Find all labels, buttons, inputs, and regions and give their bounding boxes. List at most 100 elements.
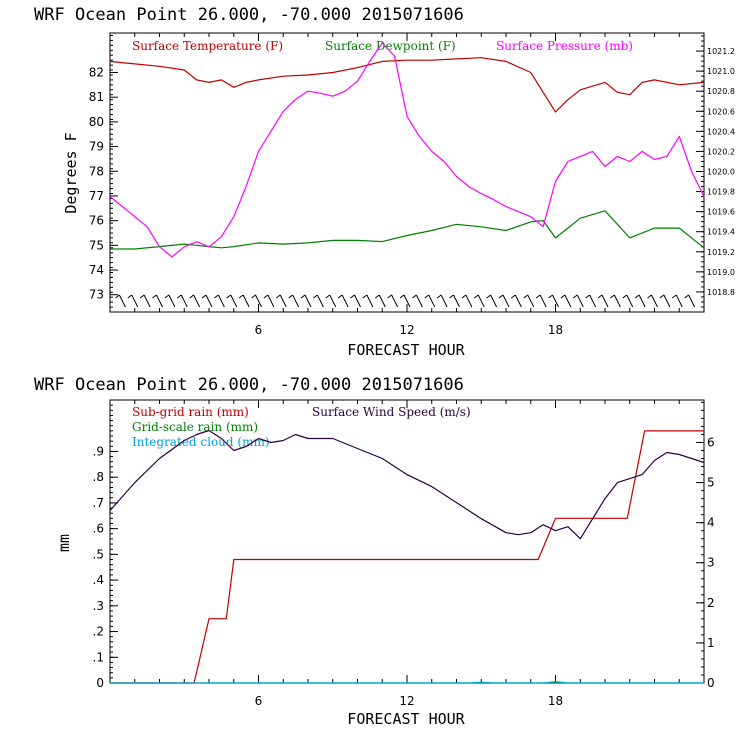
bottom-y-tick-label: .9 bbox=[93, 444, 104, 458]
top-x-tick-label: 6 bbox=[255, 323, 263, 337]
top-y2-tick-label: 1020.6 bbox=[707, 107, 735, 116]
wind-barb bbox=[263, 294, 275, 308]
legend-surface-temperature: Surface Temperature (F) bbox=[132, 39, 283, 53]
precipitation-wind-panel: WRF Ocean Point 26.000, -70.000 20150716… bbox=[34, 375, 715, 728]
top-y2-tick-label: 1021.2 bbox=[707, 47, 735, 56]
bottom-y2-tick-label: 5 bbox=[707, 476, 715, 490]
wind-barb bbox=[610, 294, 621, 308]
wind-barb bbox=[115, 294, 126, 308]
bottom-y-tick-label: .3 bbox=[93, 599, 104, 613]
wind-barb bbox=[152, 294, 163, 308]
bottom-y2-tick-label: 4 bbox=[707, 516, 715, 530]
bottom-x-tick-label: 6 bbox=[255, 694, 263, 708]
wind-barb bbox=[671, 294, 683, 308]
integrated-cloud-line bbox=[110, 681, 704, 684]
top-y2-tick-label: 1020.2 bbox=[707, 147, 735, 156]
legend-sub-grid-rain: Sub-grid rain (mm) bbox=[132, 405, 249, 419]
wind-barb bbox=[498, 294, 510, 308]
top-y2-tick-label: 1019.4 bbox=[707, 228, 735, 237]
wind-barb bbox=[684, 294, 696, 308]
top-y-tick-label: 81 bbox=[89, 90, 104, 104]
top-y-tick-label: 78 bbox=[89, 164, 104, 178]
surface-temperature-line bbox=[109, 57, 705, 113]
bottom-y-tick-label: .6 bbox=[93, 522, 104, 536]
bottom-x-tick-label: 12 bbox=[399, 694, 414, 708]
top-y-tick-label: 74 bbox=[89, 263, 104, 277]
bottom-y-tick-label: 0 bbox=[96, 676, 104, 690]
top-y-tick-label: 76 bbox=[89, 214, 104, 228]
bottom-y2-tick-label: 1 bbox=[707, 636, 715, 650]
legend-grid-scale-rain: Grid-scale rain (mm) bbox=[132, 420, 258, 434]
bottom-y2-tick-label: 2 bbox=[707, 596, 715, 610]
top-y-tick-label: 80 bbox=[89, 115, 104, 129]
top-y2-tick-label: 1019.2 bbox=[707, 248, 735, 257]
wind-barb bbox=[288, 294, 300, 308]
wind-barb bbox=[201, 294, 213, 308]
top-y-tick-label: 82 bbox=[89, 66, 104, 80]
top-x-tick-label: 18 bbox=[548, 323, 563, 337]
wind-barb bbox=[523, 294, 535, 308]
legend-surface-wind-speed: Surface Wind Speed (m/s) bbox=[312, 405, 471, 419]
top-y-tick-label: 77 bbox=[89, 189, 104, 203]
wind-barb bbox=[486, 294, 498, 308]
wind-barb bbox=[139, 294, 151, 308]
wind-barb bbox=[449, 294, 460, 308]
sub-grid-rain-line bbox=[110, 430, 704, 684]
bottom-y-tick-label: .4 bbox=[93, 573, 104, 587]
wind-barb bbox=[461, 294, 473, 308]
top-y-axis-label: Degrees F bbox=[62, 132, 80, 213]
wind-barb bbox=[127, 294, 139, 308]
wind-barb bbox=[473, 294, 485, 308]
legend-surface-dewpoint: Surface Dewpoint (F) bbox=[325, 39, 456, 53]
wind-barb bbox=[362, 294, 374, 308]
top-y2-tick-label: 1019.0 bbox=[707, 268, 735, 277]
top-y2-tick-label: 1019.6 bbox=[707, 208, 735, 217]
surface-pressure-line bbox=[109, 42, 705, 258]
top-x-axis-label: FORECAST HOUR bbox=[347, 341, 465, 359]
temperature-pressure-panel: WRF Ocean Point 26.000, -70.000 20150716… bbox=[34, 5, 735, 359]
bottom-y2-tick-label: 0 bbox=[707, 676, 715, 690]
wind-barb bbox=[634, 294, 646, 308]
top-y2-tick-label: 1020.8 bbox=[707, 87, 735, 96]
wind-barb bbox=[597, 294, 609, 308]
wind-barb bbox=[189, 294, 201, 308]
wind-barb bbox=[399, 294, 411, 308]
wind-barb bbox=[214, 294, 225, 308]
wind-barb bbox=[251, 294, 262, 308]
bottom-y-tick-label: .5 bbox=[93, 547, 104, 561]
top-y2-tick-label: 1019.8 bbox=[707, 188, 735, 197]
bottom-x-axis-label: FORECAST HOUR bbox=[347, 710, 465, 728]
wind-barb bbox=[585, 294, 597, 308]
top-chart-title: WRF Ocean Point 26.000, -70.000 20150716… bbox=[34, 5, 464, 25]
bottom-chart-title: WRF Ocean Point 26.000, -70.000 20150716… bbox=[34, 375, 464, 395]
wind-barb bbox=[659, 294, 671, 308]
top-y-tick-label: 75 bbox=[89, 238, 104, 252]
surface-dewpoint-line bbox=[110, 210, 705, 250]
bottom-y-axis-label: mm bbox=[55, 534, 73, 552]
wind-barb bbox=[337, 294, 349, 308]
bottom-y-tick-label: .1 bbox=[93, 650, 104, 664]
wind-barb bbox=[647, 294, 658, 308]
wind-barb bbox=[176, 294, 188, 308]
surface-wind-speed-line bbox=[109, 429, 705, 540]
top-y-tick-label: 73 bbox=[89, 288, 104, 302]
bottom-y-tick-label: .7 bbox=[93, 496, 104, 510]
top-plot-frame bbox=[109, 32, 705, 313]
wind-barb bbox=[511, 294, 522, 308]
top-y2-tick-label: 1021.0 bbox=[707, 67, 735, 76]
top-y2-tick-label: 1020.4 bbox=[707, 127, 735, 136]
top-y2-tick-label: 1020.0 bbox=[707, 167, 735, 176]
bottom-y2-tick-label: 6 bbox=[707, 435, 715, 449]
wind-barb bbox=[436, 294, 448, 308]
wind-barb bbox=[535, 294, 547, 308]
bottom-y-tick-label: .8 bbox=[93, 470, 104, 484]
bottom-y2-tick-label: 3 bbox=[707, 556, 715, 570]
wind-barb bbox=[374, 294, 386, 308]
wind-barb bbox=[238, 294, 250, 308]
wind-barb bbox=[164, 294, 176, 308]
top-y-tick-label: 79 bbox=[89, 140, 104, 154]
wind-barb bbox=[325, 294, 337, 308]
wind-barb bbox=[387, 294, 399, 308]
wind-barb bbox=[412, 294, 423, 308]
